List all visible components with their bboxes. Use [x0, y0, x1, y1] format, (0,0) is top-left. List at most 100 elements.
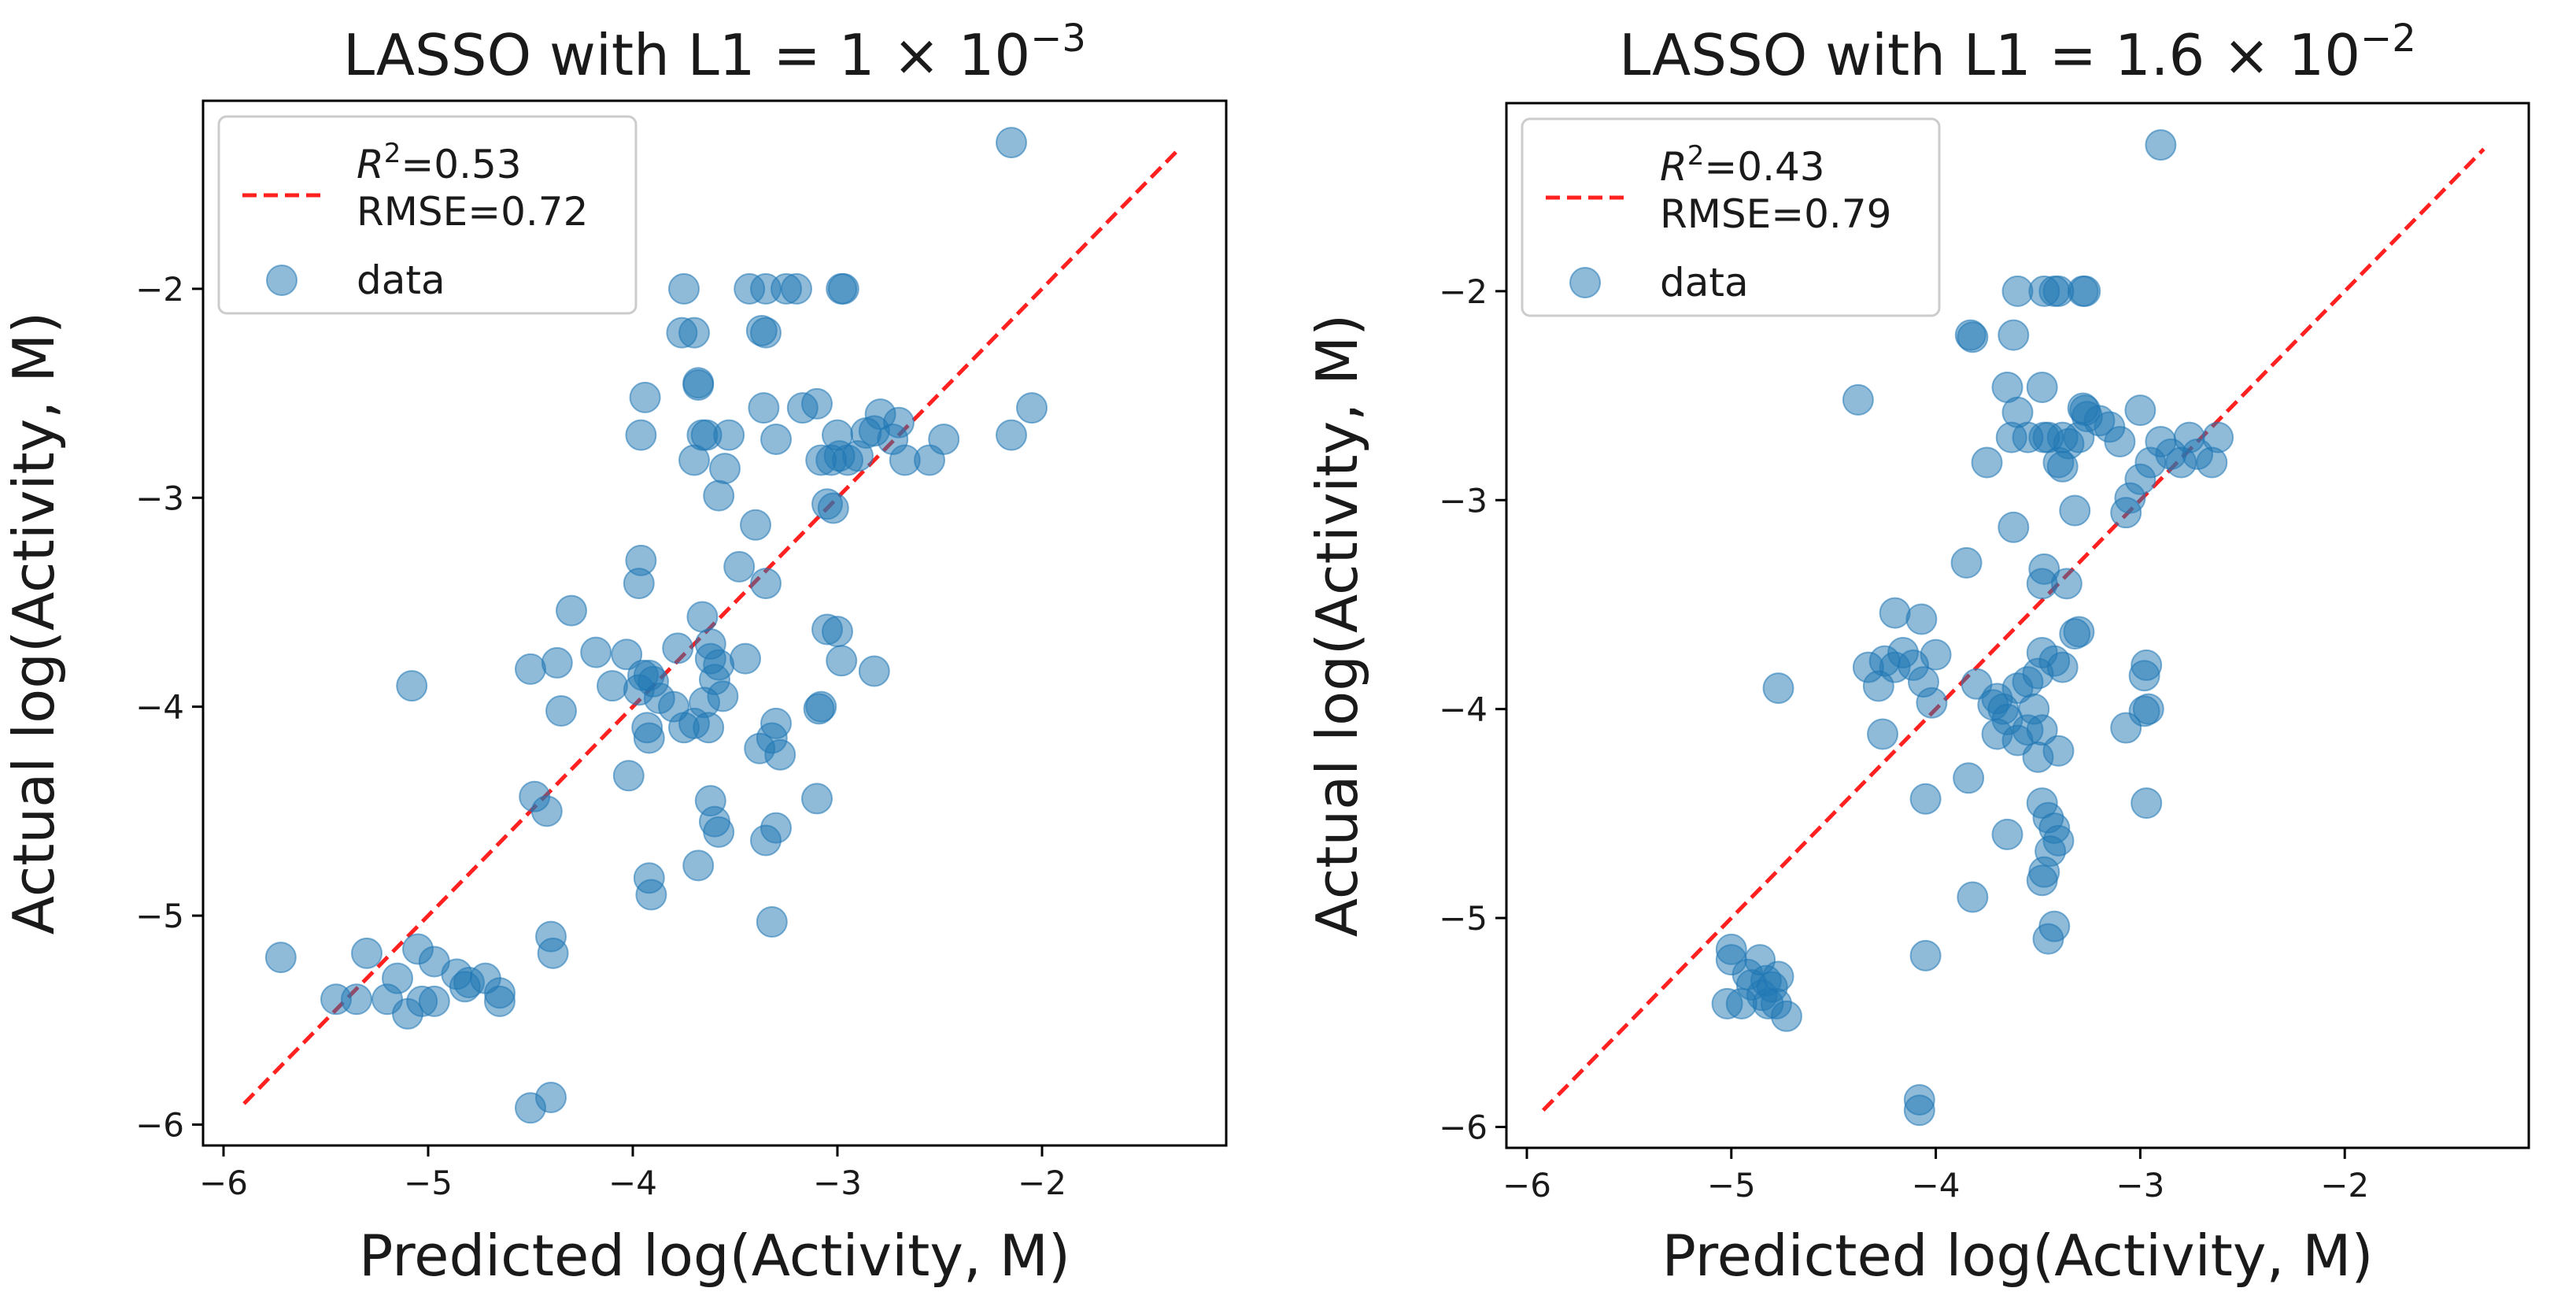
data-point	[2028, 275, 2060, 307]
left-y-axis-label: Actual log(Activity, M)	[1, 312, 67, 935]
data-point	[822, 616, 853, 648]
data-point	[1971, 446, 2003, 479]
data-point	[817, 492, 849, 524]
data-point	[713, 419, 745, 451]
data-point	[662, 632, 694, 664]
data-point	[2046, 651, 2079, 683]
x-tick-label: −5	[404, 1164, 453, 1202]
data-point	[2026, 864, 2058, 897]
data-point	[2110, 497, 2142, 529]
legend-r2-exponent: 2	[384, 138, 401, 169]
left-title-exponent: −3	[1030, 17, 1086, 61]
x-tick-label: −2	[1018, 1164, 1066, 1202]
data-point	[2001, 724, 2034, 757]
right-chart-title: LASSO with L1 = 1.6 × 10−2	[1619, 17, 2416, 88]
right-plot-area	[1505, 102, 2530, 1149]
data-point	[1762, 960, 1794, 993]
data-point	[1998, 319, 2030, 351]
data-point	[822, 419, 853, 451]
data-point	[826, 272, 858, 305]
data-point	[803, 693, 835, 725]
right-y-axis-label: Actual log(Activity, M)	[1304, 314, 1370, 938]
data-point	[734, 272, 766, 305]
data-point	[635, 879, 667, 911]
data-point	[264, 942, 297, 974]
data-point	[805, 444, 837, 476]
x-tick-label: −6	[199, 1164, 248, 1202]
data-point	[2032, 923, 2064, 955]
legend-r2-exponent: 2	[1687, 140, 1705, 172]
data-point	[580, 636, 612, 668]
x-tick-label: −4	[608, 1164, 657, 1202]
data-point	[2124, 394, 2157, 427]
data-point	[537, 937, 569, 969]
data-point	[1842, 383, 1874, 416]
data-point	[2059, 494, 2091, 527]
data-point	[320, 983, 352, 1016]
x-tick-label: −2	[2320, 1166, 2369, 1205]
data-point	[515, 653, 546, 685]
data-point	[2131, 787, 2163, 820]
data-point	[2145, 129, 2177, 161]
data-point	[1954, 319, 1987, 351]
data-point	[1711, 987, 1743, 1020]
legend-data-marker	[1569, 267, 1601, 298]
data-point	[1867, 718, 1899, 750]
data-point	[1770, 1000, 1802, 1032]
legend-rmse: RMSE=0.79	[1660, 191, 1891, 237]
data-point	[1762, 672, 1794, 705]
x-tick-label: −4	[1912, 1166, 1961, 1205]
data-point	[1862, 670, 1894, 702]
data-point	[2046, 450, 2079, 483]
data-point	[750, 568, 782, 600]
left-chart-panel: LASSO with L1 = 1 × 10−3−6 −5 −4 −3 −2−2−3−4…	[1, 17, 1228, 1289]
data-point	[1991, 818, 2023, 850]
y-tick-label: −2	[1439, 272, 1488, 311]
data-point	[730, 642, 761, 675]
data-point	[629, 381, 661, 413]
data-point	[682, 368, 715, 401]
y-tick-label: −6	[135, 1105, 184, 1144]
data-point	[786, 392, 819, 424]
legend-r2-symbol: R	[1660, 144, 1687, 190]
y-tick-label: −4	[135, 688, 184, 727]
right-fit-line	[1541, 147, 2485, 1112]
y-tick-label: −4	[1439, 690, 1488, 729]
data-point	[826, 645, 858, 677]
data-point	[530, 795, 563, 827]
data-point	[612, 760, 645, 792]
data-point	[694, 628, 726, 661]
data-point	[858, 655, 890, 687]
data-point	[678, 316, 710, 349]
right-title-text: LASSO with L1 = 1.6 × 10	[1619, 22, 2360, 88]
data-point	[1998, 511, 2030, 543]
right-title-exponent: −2	[2360, 17, 2416, 61]
data-point	[1905, 603, 1938, 635]
left-title-text: LASSO with L1 = 1 × 10	[343, 22, 1030, 88]
data-point	[541, 646, 573, 679]
data-point	[709, 453, 741, 485]
data-point	[686, 601, 719, 633]
data-point	[1950, 546, 1983, 579]
data-point	[484, 985, 516, 1017]
x-tick-label: −3	[813, 1164, 862, 1202]
x-tick-label: −6	[1502, 1166, 1551, 1205]
left-chart-title: LASSO with L1 = 1 × 10−3	[343, 17, 1086, 88]
data-point	[396, 670, 428, 702]
data-point	[351, 937, 383, 969]
data-point	[1907, 666, 1939, 698]
data-point	[1016, 392, 1048, 424]
x-tick-label: −5	[1707, 1166, 1756, 1205]
data-point	[693, 712, 725, 744]
data-point	[418, 985, 450, 1017]
left-plot-area	[201, 99, 1228, 1147]
data-point	[1995, 421, 2027, 453]
data-point	[545, 694, 577, 727]
data-point	[611, 638, 643, 671]
y-tick-label: −5	[1439, 899, 1488, 938]
legend-data-marker	[266, 265, 298, 296]
right-x-axis-label: Predicted log(Activity, M)	[1662, 1223, 2374, 1289]
data-point	[756, 906, 788, 938]
